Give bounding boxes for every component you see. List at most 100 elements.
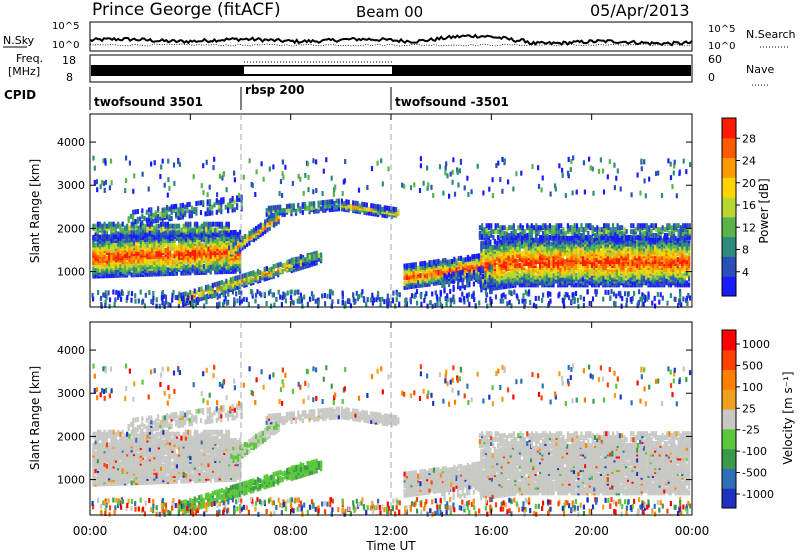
power-cell xyxy=(672,274,675,280)
power-cell xyxy=(647,249,650,255)
power-cell xyxy=(193,288,196,294)
power-cell xyxy=(241,235,244,241)
power-cell xyxy=(466,272,469,278)
power-cell xyxy=(566,235,569,241)
power-cell xyxy=(571,234,574,240)
power-cell xyxy=(119,227,122,233)
power-cell xyxy=(204,211,207,217)
power-cell xyxy=(412,262,415,268)
power-cell xyxy=(410,262,413,268)
power-cell xyxy=(629,259,632,265)
power-cell xyxy=(161,207,164,213)
power-cell xyxy=(616,229,619,235)
power-cell xyxy=(117,235,120,241)
power-cell xyxy=(220,197,223,203)
power-cell xyxy=(459,285,462,291)
power-cell xyxy=(135,223,138,229)
power-cell xyxy=(274,205,277,210)
power-cell xyxy=(557,223,560,229)
power-cell xyxy=(211,246,215,252)
power-cell xyxy=(171,223,174,229)
power-cell xyxy=(191,291,194,297)
power-cell xyxy=(144,223,147,229)
power-cell xyxy=(166,242,169,247)
power-cell xyxy=(489,270,492,276)
power-cell xyxy=(520,251,524,257)
power-cell xyxy=(609,264,612,270)
power-cell xyxy=(679,225,682,231)
power-cell xyxy=(313,253,316,259)
power-cell xyxy=(358,203,362,209)
power-cell xyxy=(645,223,648,229)
power-cell xyxy=(209,229,212,235)
power-cell xyxy=(613,263,616,268)
nave-tick-low: 0 xyxy=(708,71,715,84)
power-cell xyxy=(543,268,546,274)
power-cell xyxy=(559,247,562,253)
power-cell xyxy=(105,234,108,240)
power-cell xyxy=(225,221,228,227)
power-cell xyxy=(616,223,619,229)
power-cell xyxy=(447,279,451,285)
power-cell xyxy=(517,233,520,238)
power-cell xyxy=(182,262,185,268)
power-cell xyxy=(108,261,111,267)
power-cell xyxy=(581,280,585,286)
power-cell xyxy=(239,255,242,260)
power-cell xyxy=(215,209,218,215)
power-cell xyxy=(214,246,217,252)
power-cell xyxy=(234,240,237,246)
power-cell xyxy=(581,264,585,270)
power-cell xyxy=(157,214,160,219)
power-cell xyxy=(326,199,329,205)
power-cell xyxy=(168,206,171,212)
power-cell xyxy=(132,209,135,215)
power-cell xyxy=(234,279,237,285)
power-cell xyxy=(517,225,520,231)
power-cell xyxy=(408,278,411,284)
power-cell xyxy=(603,229,606,235)
power-cell xyxy=(160,221,163,227)
power-cell xyxy=(132,217,135,223)
power-cell xyxy=(248,230,251,236)
power-cell xyxy=(272,205,275,211)
power-cell xyxy=(96,271,99,277)
station-title: Prince George (fitACF) xyxy=(92,0,281,20)
power-cell xyxy=(103,221,106,227)
power-cell xyxy=(500,259,503,265)
power-cell xyxy=(121,237,124,243)
power-cell xyxy=(685,255,688,261)
power-cell xyxy=(461,281,464,287)
power-cell xyxy=(620,276,623,282)
power-cell xyxy=(581,276,585,282)
power-cell xyxy=(319,200,322,206)
power-cell xyxy=(688,282,691,288)
power-cell xyxy=(526,233,529,238)
power-cell xyxy=(552,282,555,288)
power-cell xyxy=(126,223,129,229)
power-cell xyxy=(215,198,218,204)
power-cell xyxy=(232,282,235,288)
power-cell xyxy=(633,280,636,286)
power-cell xyxy=(193,264,196,270)
power-cell xyxy=(209,258,212,263)
power-cell xyxy=(386,205,389,211)
power-cell xyxy=(573,233,576,238)
power-cell xyxy=(145,209,148,215)
power-cell xyxy=(207,229,210,235)
power-cell xyxy=(510,231,513,236)
power-cell xyxy=(605,223,608,229)
power-cell xyxy=(340,198,343,204)
power-cell xyxy=(573,223,576,229)
power-cell xyxy=(279,261,282,267)
power-cell xyxy=(579,263,582,268)
power-cell xyxy=(207,232,210,238)
freq-bar-segment-2-top xyxy=(244,65,392,67)
power-cell xyxy=(285,207,289,213)
power-cell xyxy=(306,205,309,211)
power-cell xyxy=(548,255,551,261)
power-cell xyxy=(588,263,591,268)
power-cell xyxy=(530,223,533,229)
power-cell xyxy=(498,257,501,263)
power-cell xyxy=(101,223,104,229)
